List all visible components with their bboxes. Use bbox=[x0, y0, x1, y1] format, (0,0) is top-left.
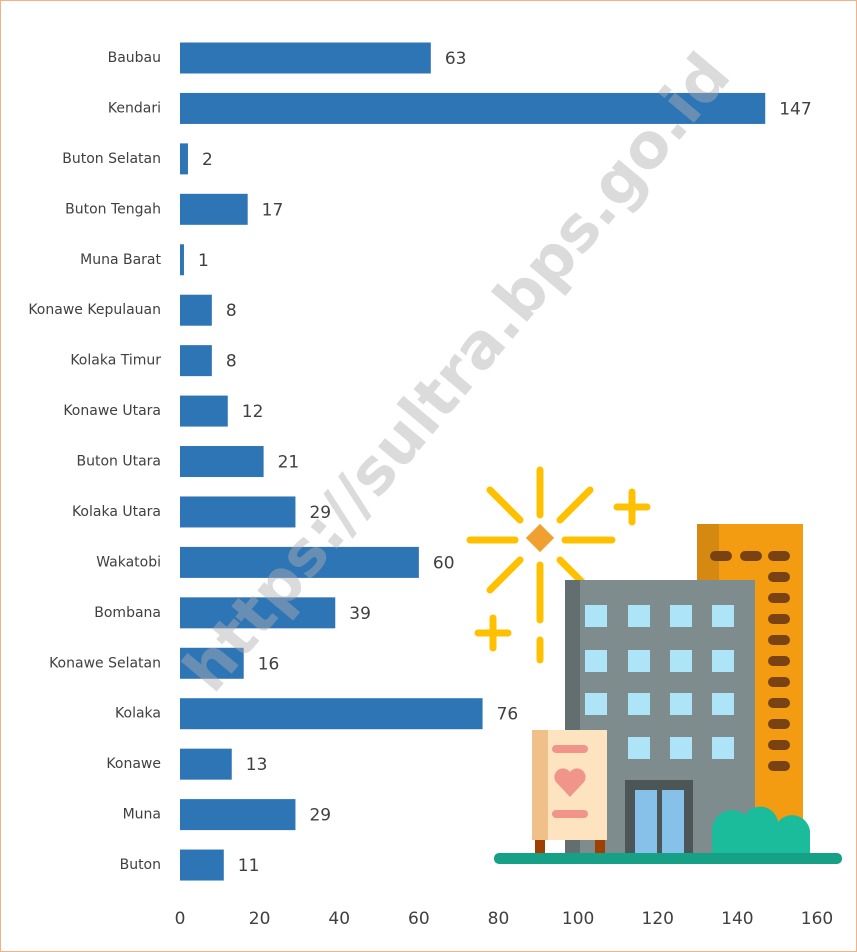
value-label: 60 bbox=[433, 553, 455, 573]
x-tick-label: 140 bbox=[721, 909, 753, 929]
y-tick-label: Baubau bbox=[108, 50, 161, 66]
value-label: 1 bbox=[198, 251, 209, 271]
x-tick-label: 160 bbox=[801, 909, 833, 929]
x-tick-label: 0 bbox=[175, 909, 186, 929]
value-label: 17 bbox=[262, 200, 284, 220]
y-tick-label: Konawe Utara bbox=[63, 403, 161, 419]
y-tick-label: Muna bbox=[123, 807, 161, 823]
bar bbox=[180, 194, 248, 225]
x-tick-label: 120 bbox=[642, 909, 674, 929]
bar bbox=[180, 396, 228, 427]
bar bbox=[180, 345, 212, 376]
bar bbox=[180, 143, 188, 174]
y-tick-label: Muna Barat bbox=[80, 252, 161, 268]
bar bbox=[180, 749, 232, 780]
x-tick-label: 80 bbox=[488, 909, 510, 929]
value-label: 2 bbox=[202, 150, 213, 170]
y-tick-label: Buton Utara bbox=[76, 454, 161, 470]
y-tick-label: Buton Selatan bbox=[62, 151, 161, 167]
y-tick-label: Kendari bbox=[108, 100, 161, 116]
y-tick-label: Buton bbox=[120, 857, 161, 873]
value-label: 21 bbox=[278, 453, 300, 473]
bar bbox=[180, 446, 264, 477]
bar bbox=[180, 496, 295, 527]
bar bbox=[180, 43, 431, 74]
y-tick-label: Kolaka bbox=[115, 706, 161, 722]
chart: 020406080100120140160Baubau63Kendari147B… bbox=[0, 0, 857, 952]
y-tick-label: Konawe bbox=[106, 756, 161, 772]
bar bbox=[180, 850, 224, 881]
y-tick-label: Konawe Kepulauan bbox=[28, 302, 161, 318]
value-label: 12 bbox=[242, 402, 264, 422]
y-tick-label: Buton Tengah bbox=[65, 201, 161, 217]
value-label: 13 bbox=[246, 755, 268, 775]
value-label: 8 bbox=[226, 352, 237, 372]
value-label: 39 bbox=[349, 604, 371, 624]
value-label: 8 bbox=[226, 301, 237, 321]
value-label: 63 bbox=[445, 49, 467, 69]
x-tick-label: 20 bbox=[249, 909, 271, 929]
bar bbox=[180, 295, 212, 326]
y-tick-label: Konawe Selatan bbox=[49, 655, 161, 671]
x-tick-label: 60 bbox=[408, 909, 430, 929]
x-tick-label: 40 bbox=[328, 909, 350, 929]
value-label: 11 bbox=[238, 856, 260, 876]
bar bbox=[180, 244, 184, 275]
bar bbox=[180, 799, 295, 830]
y-tick-label: Kolaka Utara bbox=[72, 504, 161, 520]
value-label: 76 bbox=[497, 705, 519, 725]
y-tick-label: Kolaka Timur bbox=[70, 353, 161, 369]
value-label: 147 bbox=[779, 99, 811, 119]
value-label: 29 bbox=[309, 806, 331, 826]
y-tick-label: Bombana bbox=[94, 605, 161, 621]
y-tick-label: Wakatobi bbox=[96, 554, 161, 570]
x-tick-label: 100 bbox=[562, 909, 594, 929]
